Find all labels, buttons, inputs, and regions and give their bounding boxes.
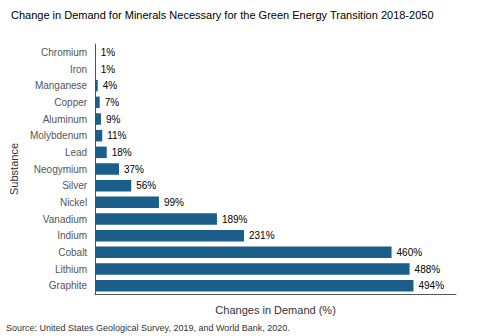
svg-text:11%: 11% [107,130,126,141]
svg-text:Neogymium: Neogymium [34,164,87,175]
svg-text:1%: 1% [101,64,116,75]
svg-text:Manganese: Manganese [35,80,88,91]
svg-text:494%: 494% [418,280,444,291]
svg-text:Nickel: Nickel [60,197,87,208]
svg-text:231%: 231% [249,230,275,241]
svg-text:Chromium: Chromium [41,47,87,58]
svg-text:7%: 7% [105,97,120,108]
svg-text:189%: 189% [222,214,248,225]
svg-text:Molybdenum: Molybdenum [30,130,87,141]
svg-text:1%: 1% [101,47,116,58]
svg-text:Changes in Demand (%): Changes in Demand (%) [215,304,335,316]
svg-text:Silver: Silver [62,180,88,191]
svg-text:9%: 9% [106,114,121,125]
svg-text:37%: 37% [124,164,144,175]
svg-text:Lithium: Lithium [55,264,87,275]
svg-text:Iron: Iron [70,64,87,75]
svg-text:56%: 56% [136,180,156,191]
svg-text:Vanadium: Vanadium [43,214,87,225]
svg-text:Substance: Substance [8,143,20,195]
svg-text:Source: United States Geologic: Source: United States Geological Survey,… [6,323,290,333]
svg-text:460%: 460% [397,247,423,258]
svg-text:Change in Demand for Minerals: Change in Demand for Minerals Necessary … [11,9,434,21]
svg-text:Lead: Lead [65,147,87,158]
svg-text:Graphite: Graphite [49,280,88,291]
svg-text:18%: 18% [112,147,132,158]
svg-text:4%: 4% [103,80,118,91]
svg-text:488%: 488% [415,264,441,275]
svg-text:Indium: Indium [57,230,87,241]
svg-text:99%: 99% [164,197,184,208]
svg-text:Aluminum: Aluminum [43,114,87,125]
svg-text:Copper: Copper [54,97,87,108]
svg-text:Cobalt: Cobalt [58,247,87,258]
